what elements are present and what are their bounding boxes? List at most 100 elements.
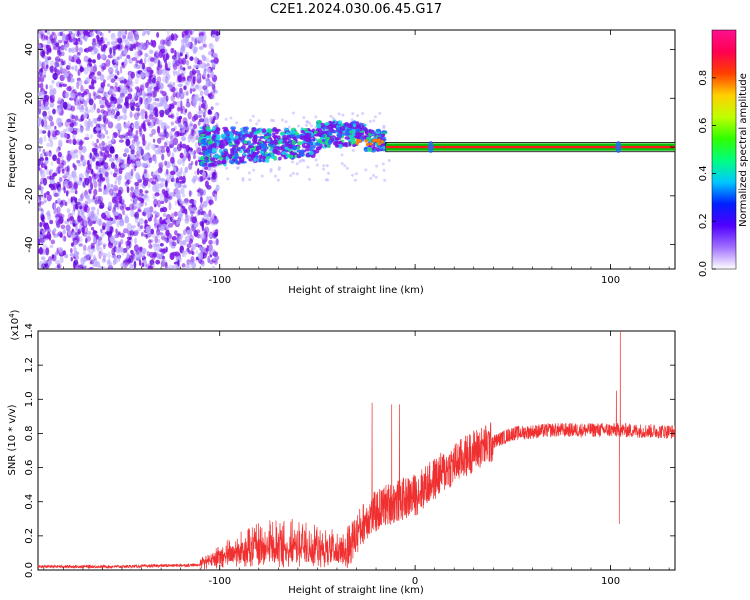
spectrogram-halo-point: [356, 114, 360, 118]
spectrogram-halo-point: [353, 178, 357, 182]
spectrogram-noise-point: [121, 87, 127, 95]
spectrogram-signal-point: [209, 162, 215, 167]
spectrogram-noise-point: [135, 107, 141, 112]
spectrogram-noise-point: [77, 198, 84, 202]
spectrogram-halo-point: [309, 124, 313, 128]
y-tick-label: -20: [24, 188, 35, 204]
spectrogram-signal-point: [328, 127, 334, 133]
spectrogram-signal-point: [218, 144, 223, 149]
spectrogram-noise-point: [65, 33, 71, 42]
spectrogram-noise-point: [117, 86, 121, 93]
spectrogram-noise-point: [134, 217, 138, 224]
spectrogram-noise-point: [57, 197, 61, 204]
spectrogram-noise-point: [118, 218, 125, 227]
spectrogram-tone-blip: [427, 141, 434, 154]
spectrogram-noise-point: [75, 153, 79, 159]
spectrogram-noise-point: [58, 177, 63, 183]
spectrogram-noise-point: [38, 68, 43, 77]
spectrogram-signal-point: [204, 126, 211, 130]
spectrogram-noise-point: [212, 53, 217, 57]
spectrogram-signal-point: [229, 147, 235, 153]
spectrogram-noise-point: [74, 55, 78, 60]
spectrogram-noise-point: [195, 229, 201, 234]
spectrogram-noise-point: [79, 139, 83, 145]
spectrogram-signal-point: [324, 139, 329, 146]
spectrogram-halo-point: [354, 172, 358, 176]
spectrogram-noise-point: [67, 198, 72, 204]
spectrogram-noise-point: [100, 232, 105, 238]
spectrogram-noise-point: [80, 256, 86, 265]
spectrogram-noise-point: [74, 115, 79, 121]
spectrogram-noise-point: [184, 166, 188, 174]
spectrogram-noise-point: [144, 190, 149, 194]
spectrogram-noise-point: [152, 171, 158, 178]
spectrogram-signal-point: [258, 158, 262, 163]
spectrogram-noise-point: [62, 228, 67, 235]
spectrogram-noise-point: [41, 229, 46, 236]
spectrogram-noise-point: [131, 57, 138, 62]
spectrogram-noise-point: [129, 230, 135, 236]
spectrogram-noise-point: [100, 63, 105, 68]
spectrogram-noise-point: [167, 81, 174, 90]
spectrogram-noise-point: [198, 102, 202, 109]
spectrogram-noise-point: [149, 109, 155, 116]
spectrogram-noise-point: [175, 111, 180, 119]
spectrogram-noise-point: [147, 57, 151, 63]
spectrogram-noise-point: [52, 45, 59, 51]
spectrogram-halo-point: [248, 118, 252, 122]
spectrogram-noise-point: [196, 111, 201, 116]
spectrogram-noise-point: [49, 98, 55, 103]
spectrogram-noise-point: [106, 135, 110, 140]
spectrogram-noise-point: [47, 129, 51, 138]
spectrogram-noise-point: [215, 238, 219, 246]
spectrogram-noise-point: [160, 260, 166, 268]
spectrogram-noise-point: [159, 195, 165, 203]
spectrogram-noise-point: [189, 44, 193, 50]
spectrogram-noise-point: [175, 189, 181, 195]
spectrogram-noise-point: [58, 162, 64, 169]
spectrogram-noise-point: [194, 94, 199, 102]
spectrogram-noise-point: [205, 80, 209, 89]
spectrogram-noise-point: [64, 201, 68, 207]
spectrogram-noise-point: [115, 68, 118, 74]
spectrogram-noise-point: [93, 173, 98, 180]
spectrogram-noise-point: [138, 183, 143, 187]
spectrogram-noise-point: [138, 218, 144, 225]
spectrogram-hot-point: [356, 138, 360, 143]
spectrogram-signal-point: [291, 152, 296, 156]
spectrogram-signal-point: [372, 143, 376, 148]
spectrogram-halo-point: [329, 114, 333, 118]
spectrogram-noise-point: [179, 46, 186, 54]
spectrogram-noise-point: [107, 30, 111, 34]
spectrogram-signal-point: [248, 158, 254, 162]
spectrogram-halo-point: [321, 167, 325, 171]
spectrogram-noise-point: [110, 161, 116, 169]
spectrogram-noise-point: [160, 161, 164, 169]
spectrogram-noise-point: [103, 244, 106, 250]
spectrogram-noise-point: [71, 170, 76, 178]
spectrogram-noise-point: [86, 216, 91, 224]
spectrogram-noise-point: [52, 172, 58, 177]
spectrogram-signal-point: [253, 157, 257, 162]
spectrogram-noise-point: [92, 38, 96, 43]
spectrogram-noise-point: [213, 57, 219, 64]
spectrogram-noise-point: [133, 213, 138, 218]
spectrogram-noise-point: [123, 228, 129, 234]
spectrogram-noise-point: [48, 115, 53, 122]
spectrogram-noise-point: [85, 109, 92, 113]
spectrogram-noise-point: [84, 177, 90, 186]
spectrogram-noise-point: [151, 253, 156, 260]
spectrogram-noise-point: [116, 104, 123, 109]
spectrogram-noise-point: [54, 61, 59, 68]
spectrogram-signal-point: [347, 123, 353, 129]
spectrogram-noise-point: [174, 120, 181, 124]
spectrogram-signal-point: [235, 140, 241, 144]
spectrogram-noise-point: [43, 55, 49, 60]
spectrogram-noise-point: [90, 49, 96, 56]
spectrogram-noise-point: [70, 47, 77, 54]
spectrogram-noise-point: [115, 246, 121, 254]
spectrogram-noise-point: [131, 124, 135, 128]
spectrogram-signal-point: [243, 149, 248, 154]
spectrogram-noise-point: [170, 47, 175, 54]
spectrogram-noise-point: [136, 255, 140, 260]
